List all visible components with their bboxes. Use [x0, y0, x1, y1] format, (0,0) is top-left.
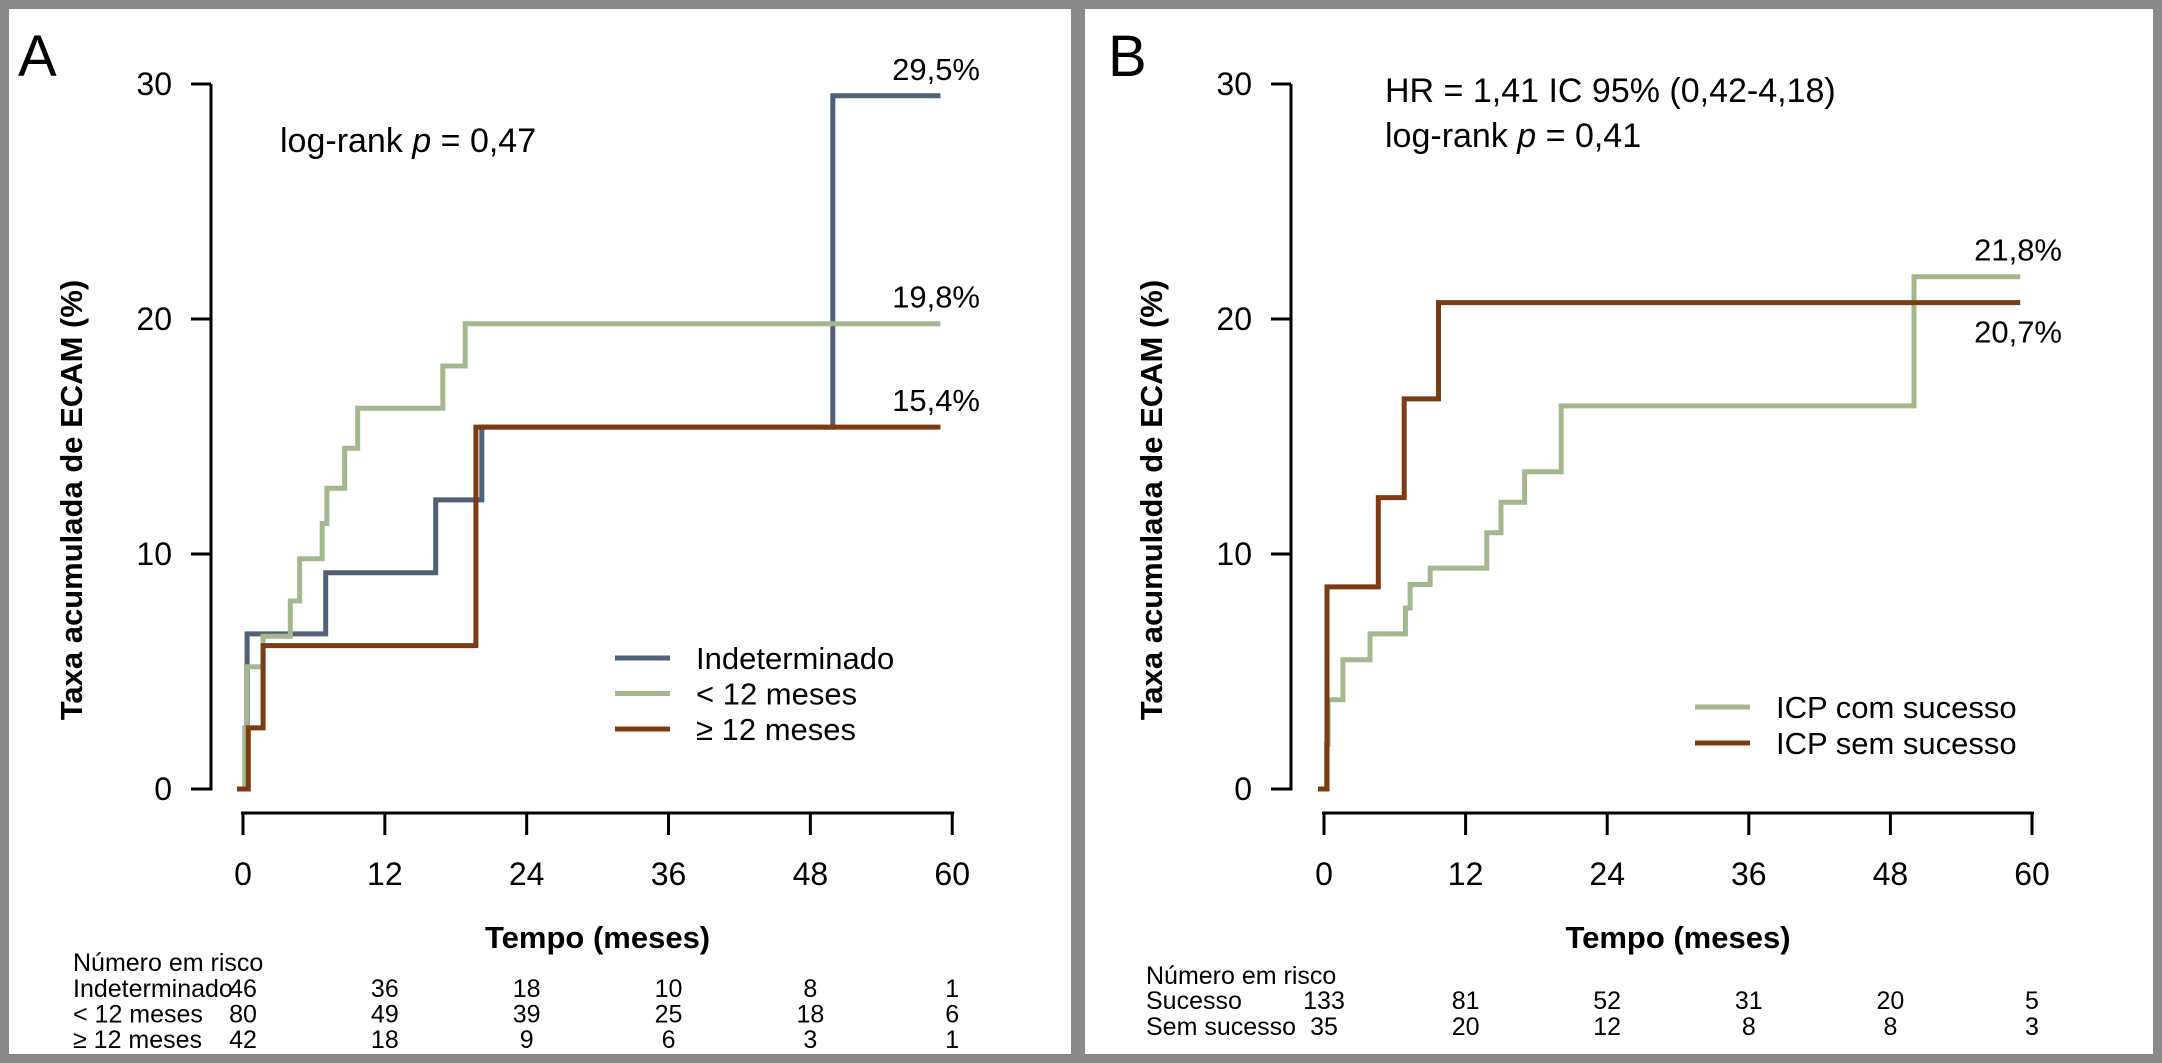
risk-value: 1: [945, 975, 959, 1003]
stat-text-segment: log-rank: [280, 122, 412, 160]
panel-letter: A: [18, 24, 57, 89]
legend-label-icp-sem-sucesso: ICP sem sucesso: [1776, 726, 2017, 761]
stat-text-segment: p: [1516, 117, 1536, 155]
risk-table-title: Número em risco: [73, 949, 263, 977]
risk-value: 36: [371, 975, 399, 1003]
risk-value: 81: [1452, 987, 1480, 1015]
x-tick-label: 48: [793, 856, 829, 892]
x-tick-label: 0: [1315, 856, 1333, 892]
y-axis-title: Taxa acumulada de ECAM (%): [1134, 280, 1169, 720]
stat-text: HR = 1,41 IC 95% (0,42-4,18): [1385, 72, 1836, 110]
risk-value: 18: [796, 1001, 824, 1029]
risk-value: 10: [655, 975, 683, 1003]
risk-value: 35: [1310, 1013, 1338, 1041]
panel-a-background: [9, 9, 1071, 1054]
x-tick-label: 48: [1873, 856, 1909, 892]
risk-value: 8: [1883, 1013, 1897, 1041]
risk-value: 80: [229, 1001, 257, 1029]
risk-value: 9: [520, 1026, 534, 1054]
stat-text-segment: p: [411, 122, 431, 160]
x-axis-title: Tempo (meses): [485, 920, 710, 955]
y-tick-label: 30: [136, 66, 172, 102]
risk-row-label-indeterminado: Indeterminado: [73, 975, 233, 1003]
series-line-12-meses: [237, 424, 941, 792]
y-axis-title: Taxa acumulada de ECAM (%): [54, 280, 89, 720]
x-tick-label: 12: [1448, 856, 1484, 892]
legend-label-indeterminado: Indeterminado: [696, 641, 894, 676]
panel-letter: B: [1108, 24, 1147, 89]
legend-label-12-meses: ≥ 12 meses: [696, 712, 856, 747]
series-line-12-meses: [237, 321, 941, 792]
stat-text-segment: = 0,47: [431, 122, 536, 160]
risk-value: 8: [803, 975, 817, 1003]
legend-label-12-meses: < 12 meses: [696, 677, 857, 712]
y-tick-label: 20: [136, 301, 172, 337]
x-tick-label: 36: [651, 856, 687, 892]
risk-value: 6: [662, 1026, 676, 1054]
risk-value: 20: [1452, 1013, 1480, 1041]
risk-value: 8: [1742, 1013, 1756, 1041]
panel-b: B 0 10 20 30 Taxa acumulada de ECAM (%) 0 12 24 3…: [1108, 24, 2062, 1041]
x-tick-label: 60: [2014, 856, 2050, 892]
stat-text-segment: log-rank: [1385, 117, 1517, 155]
risk-value: 5: [2025, 987, 2039, 1015]
risk-value: 31: [1735, 987, 1763, 1015]
risk-value: 6: [945, 1001, 959, 1029]
risk-value: 18: [513, 975, 541, 1003]
series-line-indeterminado: [237, 93, 941, 792]
risk-table-title: Número em risco: [1146, 962, 1336, 990]
final-value-label-12-meses: 15,4%: [892, 383, 980, 418]
final-value-label-icp-sem-sucesso: 20,7%: [1974, 315, 2062, 350]
risk-value: 3: [2025, 1013, 2039, 1041]
x-tick-label: 24: [1589, 856, 1625, 892]
y-tick-label: 10: [136, 536, 172, 572]
x-tick-label: 0: [234, 856, 252, 892]
risk-value: 12: [1593, 1013, 1621, 1041]
risk-value: 18: [371, 1026, 399, 1054]
risk-value: 133: [1303, 987, 1345, 1015]
panel-a: A 0 10 20 30 Taxa acumulada de ECAM (%) 0 12 24 3…: [18, 24, 980, 1054]
panel-b-background: [1085, 9, 2153, 1054]
risk-row-label-sucesso: Sucesso: [1146, 987, 1242, 1015]
y-tick-label: 20: [1216, 301, 1252, 337]
final-value-label-12-meses: 19,8%: [892, 280, 980, 315]
y-tick-label: 30: [1216, 66, 1252, 102]
final-value-label-indeterminado: 29,5%: [892, 52, 980, 87]
final-value-label-icp-com-sucesso: 21,8%: [1974, 233, 2062, 268]
y-tick-label: 10: [1216, 536, 1252, 572]
risk-value: 25: [655, 1001, 683, 1029]
stat-text-segment: = 0,41: [1536, 117, 1641, 155]
x-tick-label: 60: [934, 856, 970, 892]
risk-value: 3: [803, 1026, 817, 1054]
x-tick-label: 24: [509, 856, 545, 892]
risk-row-label-12-meses: < 12 meses: [73, 1001, 203, 1029]
risk-row-label-sem-sucesso: Sem sucesso: [1146, 1013, 1296, 1041]
risk-value: 39: [513, 1001, 541, 1029]
series-line-icp-com-sucesso: [1318, 274, 2021, 792]
risk-value: 52: [1593, 987, 1621, 1015]
series-line-icp-sem-sucesso: [1318, 300, 2021, 792]
stat-text-segment: HR = 1,41 IC 95% (0,42-4,18): [1385, 72, 1836, 110]
risk-value: 46: [229, 975, 257, 1003]
legend-label-icp-com-sucesso: ICP com sucesso: [1776, 690, 2017, 725]
risk-value: 49: [371, 1001, 399, 1029]
x-tick-label: 36: [1731, 856, 1767, 892]
stat-text: log-rank p = 0,47: [280, 122, 536, 160]
y-tick-label: 0: [154, 771, 172, 807]
x-tick-label: 12: [367, 856, 403, 892]
risk-row-label-12-meses: ≥ 12 meses: [73, 1026, 202, 1054]
stat-text: log-rank p = 0,41: [1385, 117, 1641, 155]
risk-value: 1: [945, 1026, 959, 1054]
risk-value: 20: [1876, 987, 1904, 1015]
x-axis-title: Tempo (meses): [1565, 920, 1790, 955]
risk-value: 42: [229, 1026, 257, 1054]
y-tick-label: 0: [1234, 771, 1252, 807]
